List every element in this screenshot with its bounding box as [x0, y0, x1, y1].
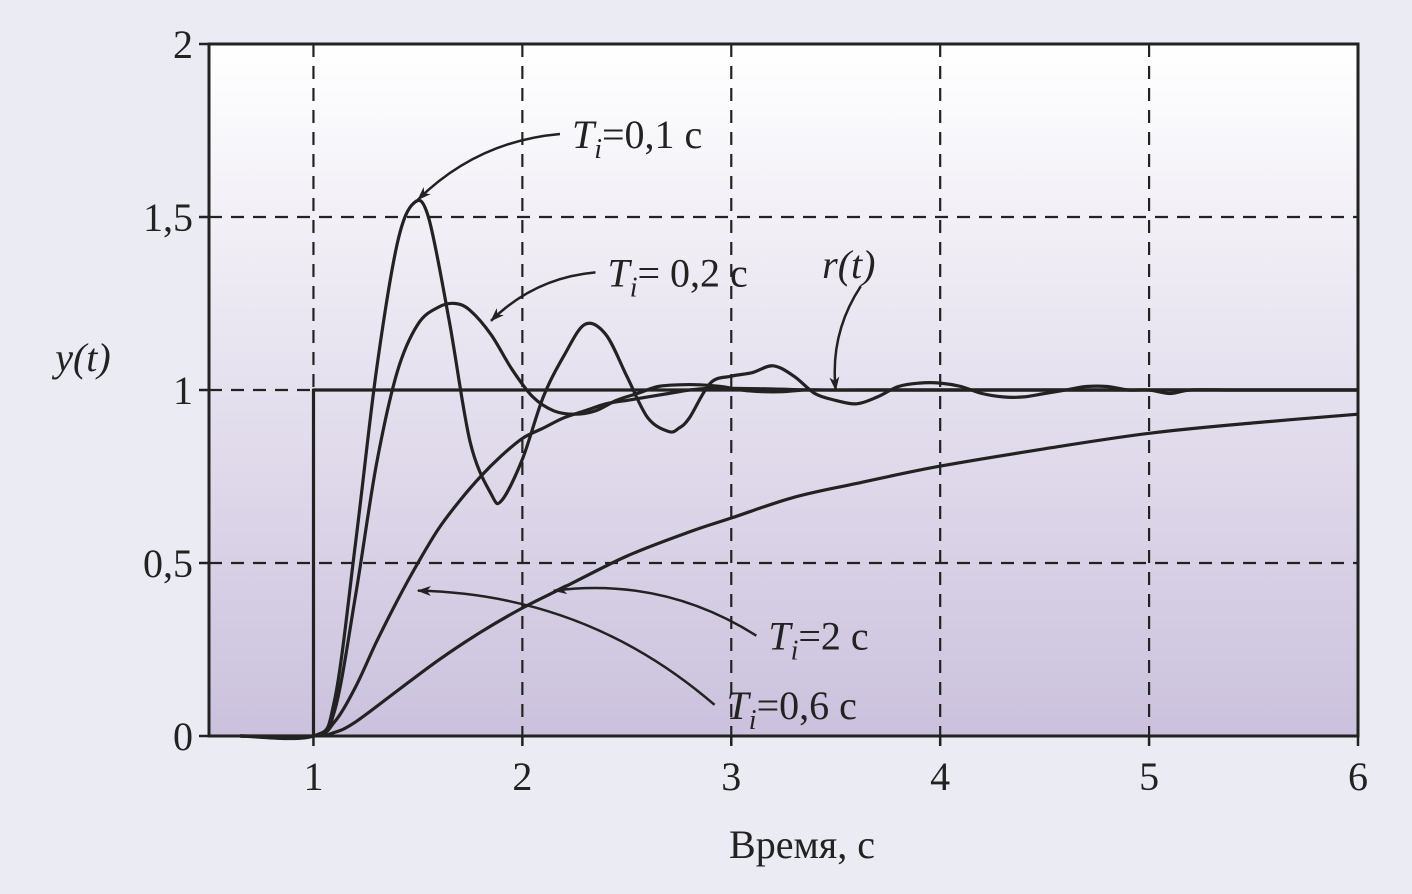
x-tick-label: 6 [1348, 754, 1368, 799]
annotation-arrow [417, 132, 561, 201]
annotation-label: r(t) [822, 242, 875, 287]
annotation-arrow [416, 585, 716, 706]
y-tick-label: 1 [173, 368, 193, 413]
x-tick-label: 3 [721, 754, 741, 799]
annotations: r(t) Ti=0,1 c Ti= 0,2 c Ti=2 c Ti=0,6 c [416, 112, 875, 736]
annotation-label: Ti= 0,2 c [607, 250, 747, 303]
annotation-arrow [552, 584, 758, 637]
tick-labels: 1 2 3 4 5 6 0 0,5 1 1,5 2 [143, 22, 1368, 799]
y-tick-label: 1,5 [143, 195, 193, 240]
annotation-arrow [829, 285, 862, 391]
x-tick-label: 2 [512, 754, 532, 799]
series-line-ti-0-1-c [240, 198, 1358, 741]
series-line-ti-2-c [240, 412, 1359, 738]
y-tick-label: 0 [173, 714, 193, 759]
y-axis-title: y(t) [51, 335, 111, 380]
annotation-label: Ti=2 c [768, 614, 868, 667]
x-axis-title: Время, с [729, 822, 875, 867]
y-tick-label: 2 [173, 22, 193, 67]
y-tick-label: 0,5 [143, 541, 193, 586]
annotation-arrow [490, 271, 596, 322]
x-tick-label: 1 [303, 754, 323, 799]
annotation-label: Ti=0,6 c [727, 683, 857, 736]
x-tick-label: 4 [930, 754, 950, 799]
annotation-label: Ti=0,1 c [572, 112, 702, 165]
series-line-ti-0-6-c [240, 386, 1358, 739]
grid-lines [209, 44, 1358, 736]
x-tick-label: 5 [1139, 754, 1159, 799]
